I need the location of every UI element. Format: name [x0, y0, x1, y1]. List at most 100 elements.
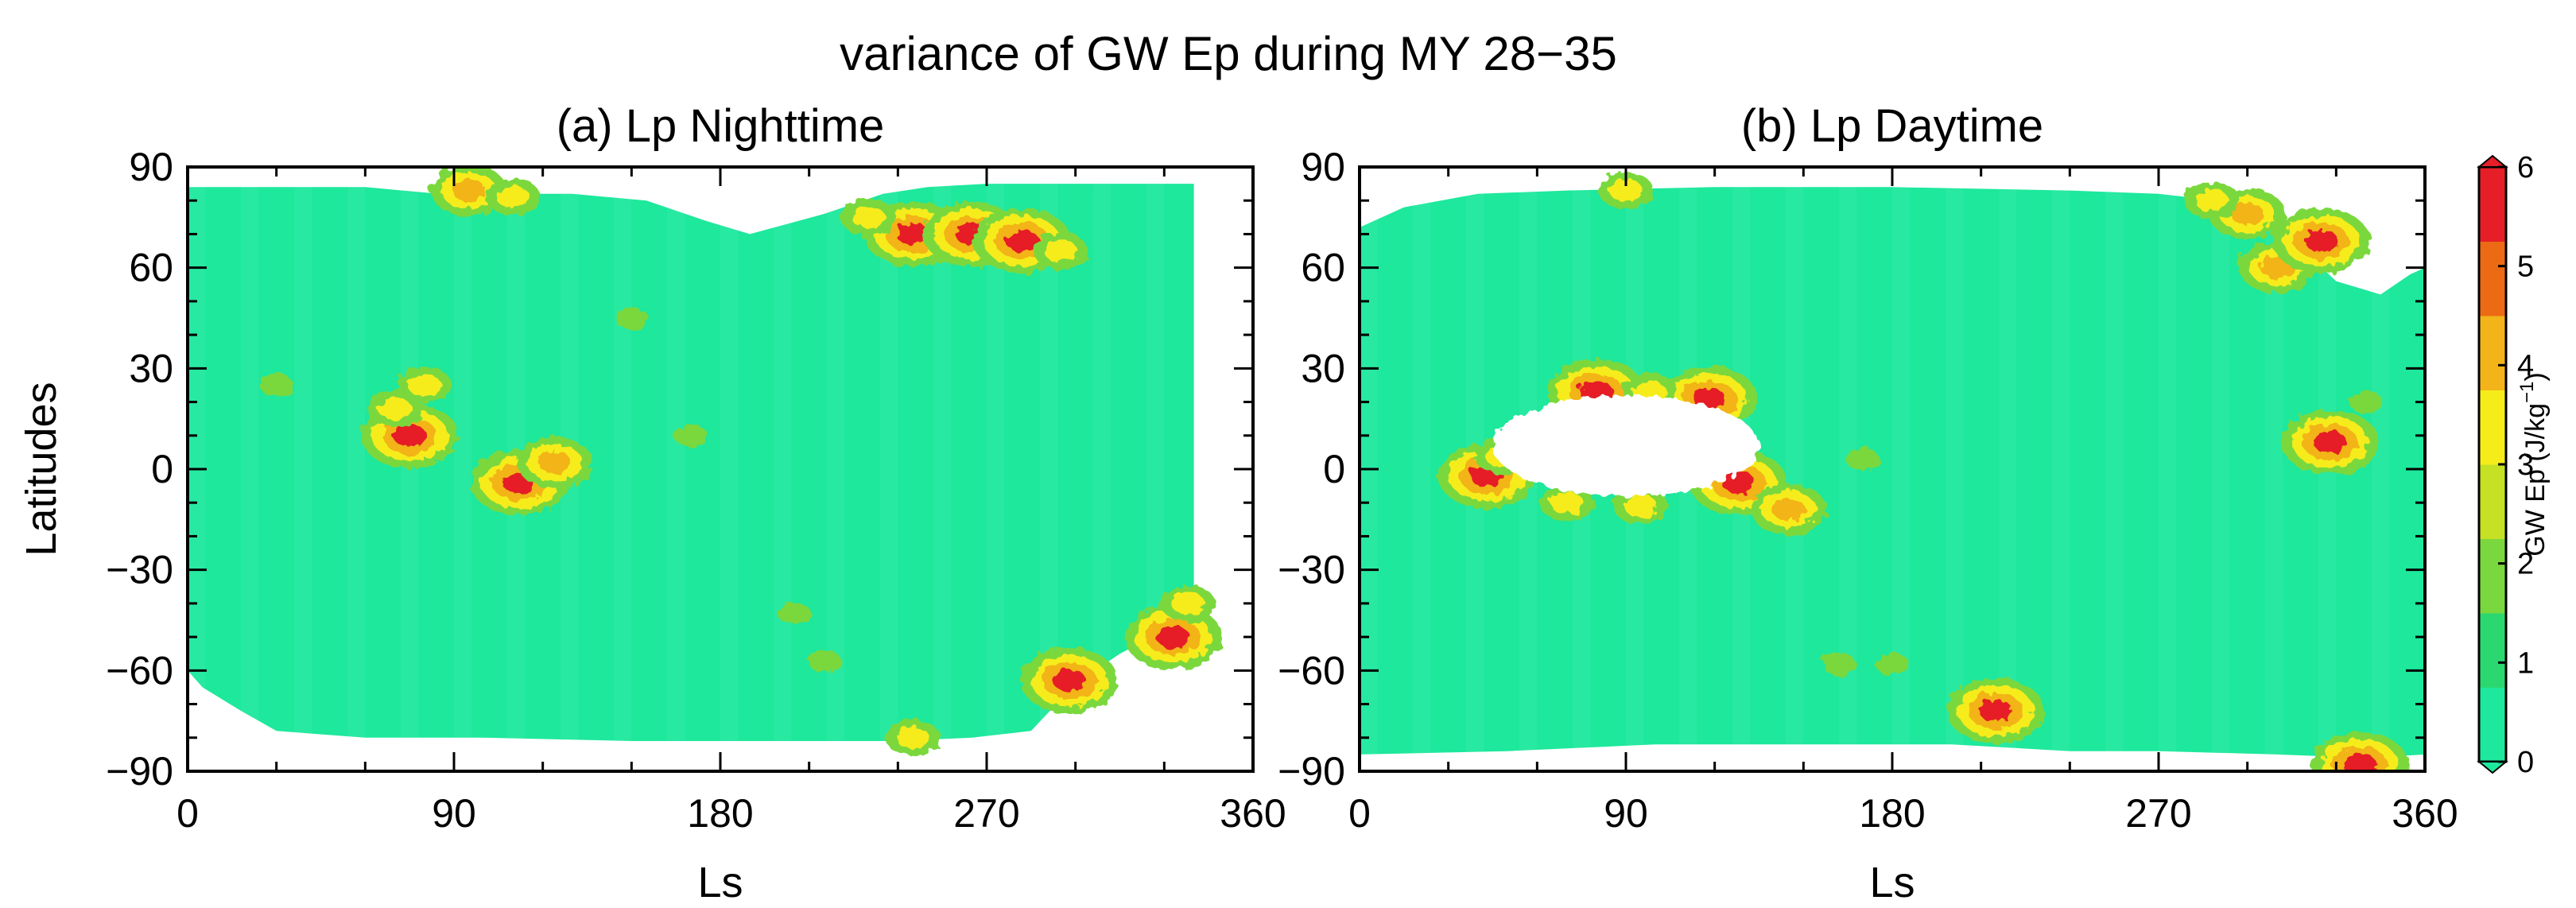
hotspot-level — [378, 398, 412, 420]
hotspot-level — [2313, 431, 2347, 454]
plot-frame-daytime — [1358, 165, 2427, 773]
hotspot — [1598, 172, 1654, 209]
hotspot — [615, 307, 649, 329]
x-tick-label: 0 — [1348, 791, 1371, 836]
y-axis-label: Latitudes — [17, 382, 65, 556]
colorbar-top-cap — [2477, 154, 2508, 168]
orbit-stripe — [2105, 167, 2124, 771]
hotspot — [2272, 208, 2371, 274]
y-tick-label: 0 — [151, 447, 173, 491]
colorbar-segment — [2479, 167, 2506, 242]
y-tick-label: 0 — [1323, 447, 1345, 491]
x-tick-label: 90 — [432, 791, 476, 836]
heatmap-area-daytime — [1360, 167, 2425, 771]
hotspot-level — [673, 424, 708, 447]
orbit-stripe — [241, 167, 259, 771]
hotspot-level — [895, 223, 929, 246]
hotspot — [673, 424, 708, 447]
orbit-stripe — [1946, 167, 1964, 771]
orbit-stripe — [880, 167, 898, 771]
panel-a-subtitle: (a) Lp Nighttime — [557, 100, 885, 152]
orbit-stripe — [454, 167, 472, 771]
x-tick-label: 270 — [2125, 791, 2191, 836]
hotspot-level — [895, 726, 929, 749]
colorbar-segment — [2479, 464, 2506, 539]
hotspot — [2281, 409, 2380, 475]
y-tick-label: 90 — [1301, 145, 1345, 189]
hotspot — [1946, 678, 2045, 743]
orbit-stripe — [720, 167, 739, 771]
x-tick-label: 180 — [1859, 791, 1925, 836]
orbit-stripe — [987, 167, 1005, 771]
colorbar-tick-label: 5 — [2517, 250, 2534, 284]
orbit-stripe — [1146, 167, 1165, 771]
panel-nighttime: (a) Lp Nighttime 0 90 180 270 360 90 60 30 0 −30 −… — [17, 100, 1286, 906]
panel-daytime: (b) Lp Daytime 0 90 180 270 360 90 60 30 0 −30 −60… — [1278, 100, 2458, 906]
colorbar-segment — [2479, 687, 2506, 762]
hotspot — [1845, 448, 1880, 471]
colorbar-tick-label: 3 — [2517, 448, 2534, 482]
hotspot-level — [407, 374, 441, 397]
colorbar-segment — [2479, 241, 2506, 316]
hotspot-level — [1979, 700, 2013, 722]
hotspot-level — [852, 206, 886, 229]
hotspot — [1613, 487, 1669, 525]
orbit-stripe — [2052, 167, 2070, 771]
colorbar-bottom-cap — [2477, 761, 2508, 774]
y-tick-label: −30 — [1278, 548, 1345, 592]
x-tick-label: 270 — [953, 791, 1019, 836]
hotspot-level — [2304, 229, 2338, 252]
plot-frame-nighttime — [186, 165, 1255, 773]
data-gap — [1492, 395, 1759, 496]
hotspot — [485, 179, 541, 215]
panel-b-subtitle: (b) Lp Daytime — [1741, 100, 2043, 152]
x-tick-label: 0 — [177, 791, 199, 836]
orbit-stripe — [1786, 167, 1804, 771]
colorbar-tick-label: 1 — [2517, 646, 2534, 680]
colorbar-segment — [2479, 316, 2506, 390]
axis-ticks-daytime: 0 90 180 270 360 90 60 30 0 −30 −60 −90 — [1278, 145, 2458, 836]
hotspot-level — [2343, 753, 2377, 771]
colorbar-tick-label: 4 — [2517, 349, 2534, 382]
orbit-stripe — [933, 167, 952, 771]
orbit-stripe — [2372, 167, 2390, 771]
y-tick-label: −90 — [106, 749, 173, 794]
hotspot-level — [1771, 498, 1806, 521]
hotspot — [430, 167, 507, 216]
hotspot-level — [537, 451, 572, 474]
y-tick-label: 60 — [129, 246, 173, 290]
x-tick-label: 360 — [1220, 791, 1286, 836]
orbit-stripe — [347, 167, 366, 771]
hotspot — [807, 649, 841, 672]
hotspot-level — [2195, 189, 2229, 212]
coverage-region — [188, 184, 1194, 742]
y-tick-label: −60 — [106, 648, 173, 693]
hotspot — [1876, 652, 1909, 675]
hotspot-level — [615, 307, 649, 329]
hotspot — [840, 199, 896, 236]
x-axis-label-daytime: Ls — [1869, 859, 1915, 906]
hotspot — [1539, 484, 1595, 522]
hotspot-level — [1044, 239, 1078, 262]
orbit-stripe — [827, 167, 845, 771]
hotspot — [2349, 390, 2383, 413]
hotspot — [516, 437, 593, 488]
orbit-stripe — [667, 167, 685, 771]
hotspot-level — [778, 602, 812, 625]
chart-title: variance of GW Ep during MY 28−35 — [840, 27, 1617, 80]
colorbar-segments — [2479, 167, 2506, 762]
hotspot — [2184, 182, 2240, 219]
hotspot-level — [1609, 179, 1643, 202]
hotspot-level — [259, 374, 293, 397]
colorbar-segment — [2479, 390, 2506, 465]
hotspot-level — [452, 179, 486, 202]
hotspot-level — [807, 649, 841, 672]
colorbar-ticks: 0 1 2 3 4 5 6 — [2498, 151, 2534, 779]
colorbar-tick-label: 6 — [2517, 151, 2534, 184]
hotspot-level — [1876, 652, 1909, 675]
orbit-stripe — [2265, 167, 2283, 771]
x-axis-label-nighttime: Ls — [697, 859, 743, 906]
colorbar-tick-label: 2 — [2517, 548, 2534, 581]
hotspot — [1020, 648, 1119, 713]
